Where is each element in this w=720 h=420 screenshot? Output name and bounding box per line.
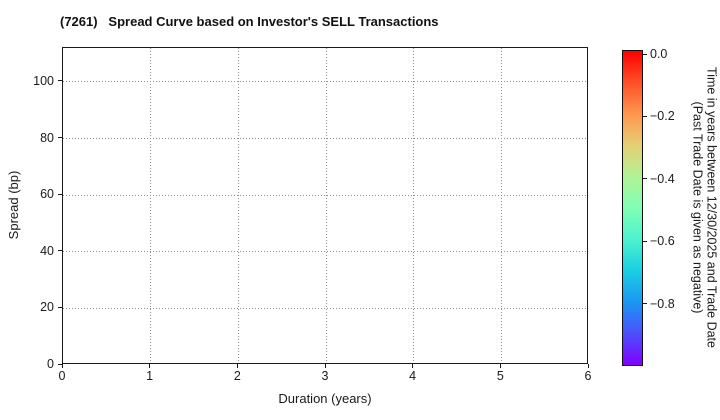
colorbar-title: Time in years between 12/30/2025 and Tra… [691,0,719,418]
gridline-h [63,138,587,140]
y-tick-label: 60 [40,187,54,202]
x-tick-label: 4 [409,369,417,383]
x-tick-mark [61,364,63,368]
y-tick-label: 0 [47,357,54,371]
x-tick-mark [412,364,414,368]
y-tick-label: 80 [40,130,54,145]
colorbar-gradient [623,51,642,365]
colorbar-tick-mark [643,53,647,55]
colorbar-tick-mark [643,240,647,242]
y-tick-mark [58,306,62,308]
gridline-v [150,48,152,363]
y-tick-mark [58,250,62,252]
colorbar-tick-label: −0.4 [650,171,675,186]
x-tick-label: 3 [321,369,329,383]
y-tick-mark [58,80,62,82]
colorbar-title-line-2: (Past Trade Date is given as negative) [691,101,705,314]
colorbar-tick-mark [643,303,647,305]
colorbar-tick-mark [643,178,647,180]
x-tick-mark [324,364,326,368]
plot-area [62,47,588,364]
colorbar-title-line-1: Time in years between 12/30/2025 and Tra… [704,67,719,348]
x-tick-mark [236,364,238,368]
gridline-v [325,48,327,363]
y-tick-mark [58,193,62,195]
colorbar-tick-label: −0.6 [650,234,675,249]
x-tick-label: 5 [496,369,504,383]
x-tick-label: 1 [146,369,154,383]
gridline-v [237,48,239,363]
x-tick-label: 6 [584,369,592,383]
gridline-h [63,194,587,196]
chart-title: (7261) Spread Curve based on Investor's … [60,14,439,29]
colorbar-tick-label: 0.0 [650,47,668,62]
gridline-h [63,81,587,83]
x-axis-label: Duration (years) [278,391,372,406]
y-tick-mark [58,363,62,365]
y-tick-mark [58,137,62,139]
colorbar [622,50,643,366]
gridline-h [63,307,587,309]
x-tick-mark [149,364,151,368]
x-tick-mark [587,364,589,368]
y-tick-label: 40 [40,243,54,258]
y-tick-label: 20 [40,300,54,315]
gridline-v [500,48,502,363]
gridline-v [413,48,415,363]
y-tick-label: 100 [33,73,54,88]
colorbar-tick-label: −0.8 [650,296,675,311]
x-tick-label: 2 [233,369,241,383]
gridline-h [63,251,587,253]
colorbar-tick-label: −0.2 [650,109,675,124]
x-tick-mark [499,364,501,368]
colorbar-tick-mark [643,115,647,117]
x-tick-label: 0 [58,369,66,383]
